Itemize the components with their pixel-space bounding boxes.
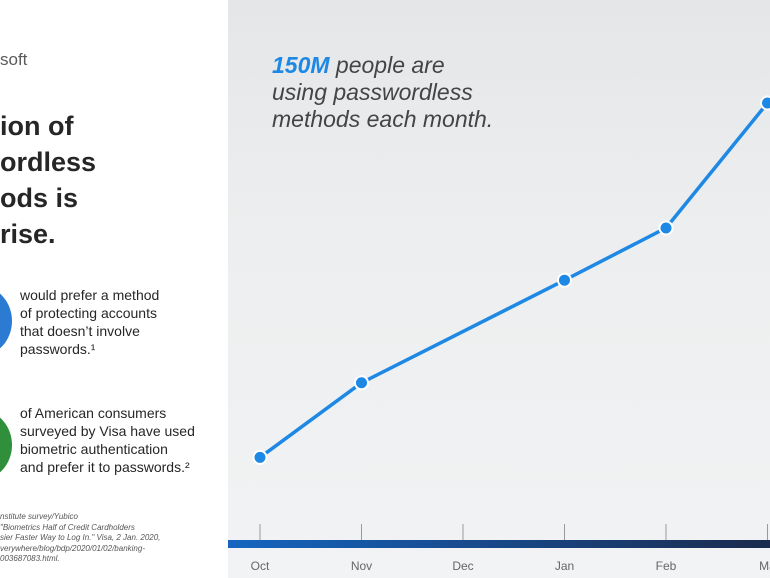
x-axis-bar — [228, 540, 770, 548]
x-tick-label: Jan — [555, 559, 574, 573]
headline: ion of ordless ods is rise. — [0, 111, 97, 249]
stat-2-text: of American consumers surveyed by Visa h… — [20, 405, 195, 475]
x-tick-label: Nov — [351, 559, 372, 573]
data-point — [559, 274, 570, 286]
x-tick-label: Dec — [452, 559, 473, 573]
chart-callout: 150M people are using passwordless metho… — [272, 52, 493, 133]
brand-name: soft — [0, 50, 28, 69]
footnotes: nstitute survey/Yubico "Biometrics Half … — [0, 512, 161, 563]
stat-1-text: would prefer a method of protecting acco… — [20, 287, 160, 357]
data-point — [762, 97, 770, 109]
x-tick-label: Feb — [656, 559, 677, 573]
data-point — [356, 377, 367, 389]
info-panel: soft ion of ordless ods is rise. would p… — [0, 0, 228, 578]
chart-panel — [228, 0, 770, 578]
callout-text: people are using passwordless methods ea… — [272, 52, 494, 132]
series-line — [258, 101, 769, 459]
x-tick-label: Ma — [759, 559, 770, 573]
data-point — [254, 451, 266, 463]
x-tick-label: Oct — [251, 559, 270, 573]
data-point — [660, 222, 672, 234]
callout-highlight: 150M — [272, 52, 330, 78]
